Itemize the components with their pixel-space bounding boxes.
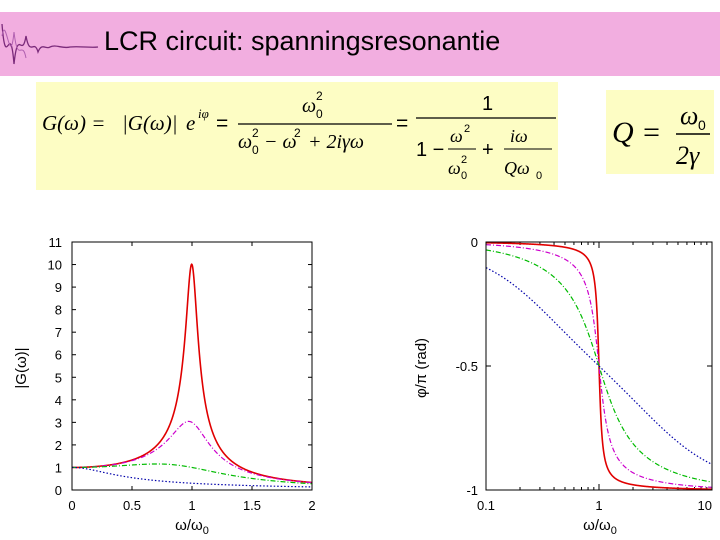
frac2-plus: + — [482, 139, 494, 161]
phase-ytick-label: -0.5 — [456, 359, 478, 374]
frac2-small-den-sub: 0 — [461, 170, 467, 182]
magnitude-plot-frame — [71, 241, 313, 491]
phase-xlabel: ω/ω0 — [583, 517, 617, 537]
frac1-den-a: ω — [238, 131, 252, 153]
frac1-num-sup: 2 — [316, 89, 323, 103]
magnitude-ytick-label: 10 — [48, 258, 62, 273]
magnitude-ytick-label: 3 — [55, 415, 62, 430]
phase-plot-frame — [485, 241, 713, 491]
phase-series-q-1 — [485, 249, 713, 483]
formula-lhs: G(ω) = — [42, 111, 105, 135]
magnitude-ytick-label: 7 — [55, 325, 62, 340]
frac1-den-a-sup: 2 — [252, 126, 259, 140]
formula-eq2: = — [396, 112, 408, 135]
frac2-num: 1 — [482, 93, 493, 115]
frac2-small-den: ω — [448, 158, 461, 178]
magnitude-series-q-3 — [72, 420, 313, 484]
frac2-small2-num: iω — [510, 126, 528, 146]
q-den: 2γ — [676, 141, 700, 170]
phase-series-q-10 — [486, 242, 712, 490]
magnitude-ytick-label: 0 — [55, 483, 62, 498]
magnitude-ytick-label: 2 — [55, 438, 62, 453]
formula-exp-base: e — [186, 111, 195, 135]
phase-series-q-3 — [485, 244, 713, 488]
formula-abs: |G(ω)| — [122, 111, 178, 135]
magnitude-xtick-label: 1.5 — [243, 498, 261, 513]
magnitude-series-q-1 — [72, 463, 313, 485]
q-lhs: Q = — [612, 116, 661, 149]
damped-wave-logo — [1, 23, 99, 65]
frac2-small2-den: Qω — [504, 158, 530, 178]
magnitude-xtick-label: 2 — [308, 498, 315, 513]
frac2-den-one: 1 − — [416, 139, 444, 161]
frac2-small-den-sup: 2 — [461, 154, 467, 166]
magnitude-ylabel: |G(ω)| — [13, 347, 30, 388]
phase-ylabel: φ/π (rad) — [413, 338, 430, 398]
title-bar — [0, 12, 720, 76]
frac2-small-num-sup: 2 — [464, 123, 470, 135]
magnitude-series-q-0-3 — [71, 466, 313, 488]
magnitude-ytick-label: 11 — [49, 235, 63, 250]
magnitude-ytick-label: 4 — [55, 393, 62, 408]
phase-xtick-label: 10 — [698, 498, 712, 513]
phase-xlabel-main: ω/ω — [583, 517, 611, 534]
magnitude-xlabel: ω/ω0 — [175, 517, 209, 537]
q-num-sub: 0 — [698, 117, 706, 133]
phase-chart: 0-0.5-10.1 1 10 φ/π (rad) ω/ω0 — [413, 235, 713, 537]
phase-series-q-0-3 — [485, 267, 713, 465]
frac2-small-num: ω — [450, 126, 463, 146]
magnitude-series-q-10 — [72, 263, 313, 484]
slide-title: LCR circuit: spanningsresonantie — [104, 26, 501, 56]
magnitude-ytick-label: 8 — [55, 303, 62, 318]
frac1-den-c: + 2iγω — [308, 131, 364, 153]
frac1-den-a-sub: 0 — [252, 143, 259, 157]
frac2-small2-den-sub: 0 — [536, 170, 542, 182]
frac1-den-b-sup: 2 — [294, 126, 301, 140]
frac1-den-b: − ω — [264, 131, 297, 153]
magnitude-ytick-label: 9 — [55, 280, 62, 295]
q-num: ω — [680, 101, 698, 130]
magnitude-xtick-label: 0.5 — [123, 498, 141, 513]
frac1-num: ω — [302, 95, 316, 117]
magnitude-xtick-label: 1 — [188, 498, 195, 513]
magnitude-ytick-label: 6 — [55, 348, 62, 363]
phase-xlabel-sub: 0 — [611, 525, 617, 537]
magnitude-xlabel-sub: 0 — [203, 525, 209, 537]
quality-factor-formula: Q = ω 0 2γ — [606, 90, 714, 174]
magnitude-xtick-label: 0 — [68, 498, 75, 513]
phase-ytick-label: 0 — [471, 235, 478, 250]
formula-eq1: = — [216, 112, 228, 135]
magnitude-ytick-label: 1 — [55, 460, 62, 475]
formula-exp-power: iφ — [198, 106, 209, 121]
magnitude-ytick-label: 5 — [55, 370, 62, 385]
frac1-num-sub: 0 — [316, 107, 323, 121]
phase-xtick-label: 1 — [595, 498, 602, 513]
phase-ytick-label: -1 — [466, 483, 478, 498]
magnitude-xlabel-main: ω/ω — [175, 517, 203, 534]
phase-xtick-label: 0.1 — [477, 498, 495, 513]
transfer-function-formula: G(ω) = |G(ω)| e iφ = ω 2 0 ω 2 0 − ω 2 +… — [36, 82, 558, 190]
